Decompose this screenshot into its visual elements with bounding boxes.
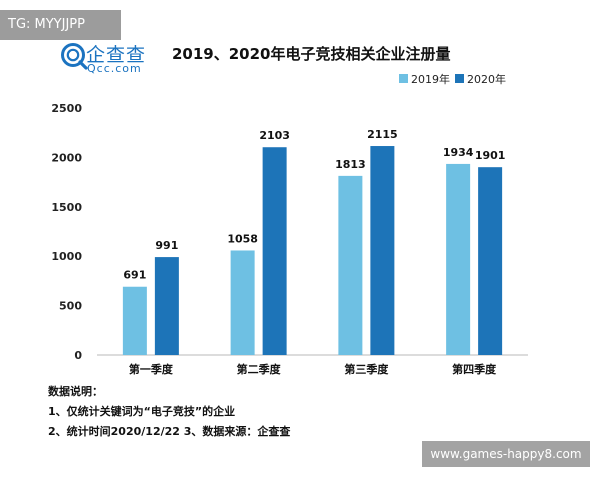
y-tick-label: 0 xyxy=(74,349,82,362)
x-tick-label: 第三季度 xyxy=(344,362,389,376)
data-label: 1901 xyxy=(475,149,506,162)
notes-line-1: 1、仅统计关键词为“电子竞技”的企业 xyxy=(48,405,236,418)
logo-text-cn: 企查查 xyxy=(86,44,147,66)
x-tick-label: 第四季度 xyxy=(452,362,497,376)
y-tick-label: 500 xyxy=(59,300,82,313)
data-label: 991 xyxy=(155,239,178,252)
legend-swatch-2020 xyxy=(455,74,464,83)
x-tick-label: 第二季度 xyxy=(237,362,282,376)
y-tick-label: 1500 xyxy=(51,201,82,214)
bar-2019 xyxy=(230,250,255,355)
data-label: 1058 xyxy=(227,232,258,245)
qcc-logo-icon xyxy=(61,43,88,70)
y-tick-label: 1000 xyxy=(51,250,82,263)
data-notes: 数据说明： 1、仅统计关键词为“电子竞技”的企业 2、统计时间2020/12/2… xyxy=(48,382,290,442)
y-tick-label: 2500 xyxy=(51,102,82,115)
bar-2019 xyxy=(338,175,363,355)
legend-label-2020: 2020年 xyxy=(467,73,506,86)
y-tick-label: 2000 xyxy=(51,151,82,164)
data-label: 2103 xyxy=(259,129,290,142)
bar-2019 xyxy=(446,163,471,355)
qcc-logo: 企查查 Qcc.com xyxy=(60,42,146,76)
legend-swatch-2019 xyxy=(399,74,408,83)
notes-line-2: 2、统计时间2020/12/22 3、数据来源：企查查 xyxy=(48,425,291,438)
legend-label-2019: 2019年 xyxy=(411,73,450,86)
bar-2020 xyxy=(478,167,503,355)
logo-text-en: Qcc.com xyxy=(87,62,142,75)
site-watermark: www.games-happy8.com xyxy=(422,441,590,467)
notes-heading: 数据说明： xyxy=(48,385,103,398)
bar-2020 xyxy=(370,146,395,355)
bar-2020 xyxy=(154,257,179,355)
data-label: 691 xyxy=(123,269,146,282)
bar-2019 xyxy=(122,286,147,355)
data-label: 1934 xyxy=(443,146,474,159)
data-label: 2115 xyxy=(367,128,398,141)
data-label: 1813 xyxy=(335,158,366,171)
x-tick-label: 第一季度 xyxy=(129,362,174,376)
bar-2020 xyxy=(262,147,287,355)
tg-badge: TG: MYYJJPP xyxy=(0,10,121,40)
chart-title: 2019、2020年电子竞技相关企业注册量 xyxy=(172,45,451,63)
